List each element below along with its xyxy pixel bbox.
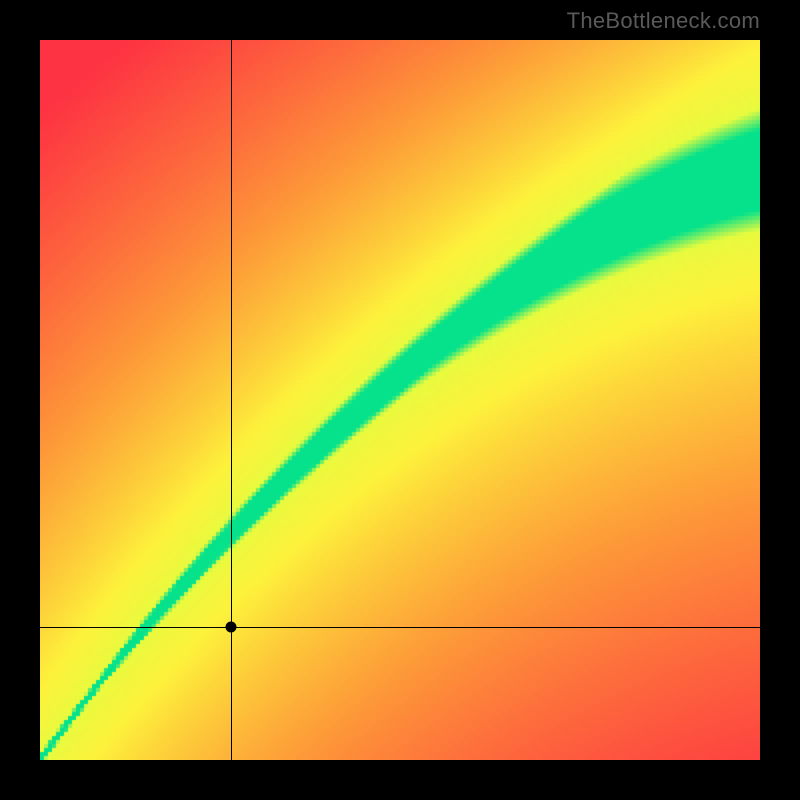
data-point-marker xyxy=(225,621,236,632)
crosshair-horizontal xyxy=(40,627,760,628)
watermark-text: TheBottleneck.com xyxy=(567,8,760,34)
crosshair-vertical xyxy=(231,40,232,760)
bottleneck-plot xyxy=(40,40,760,760)
heatmap-canvas xyxy=(40,40,760,760)
